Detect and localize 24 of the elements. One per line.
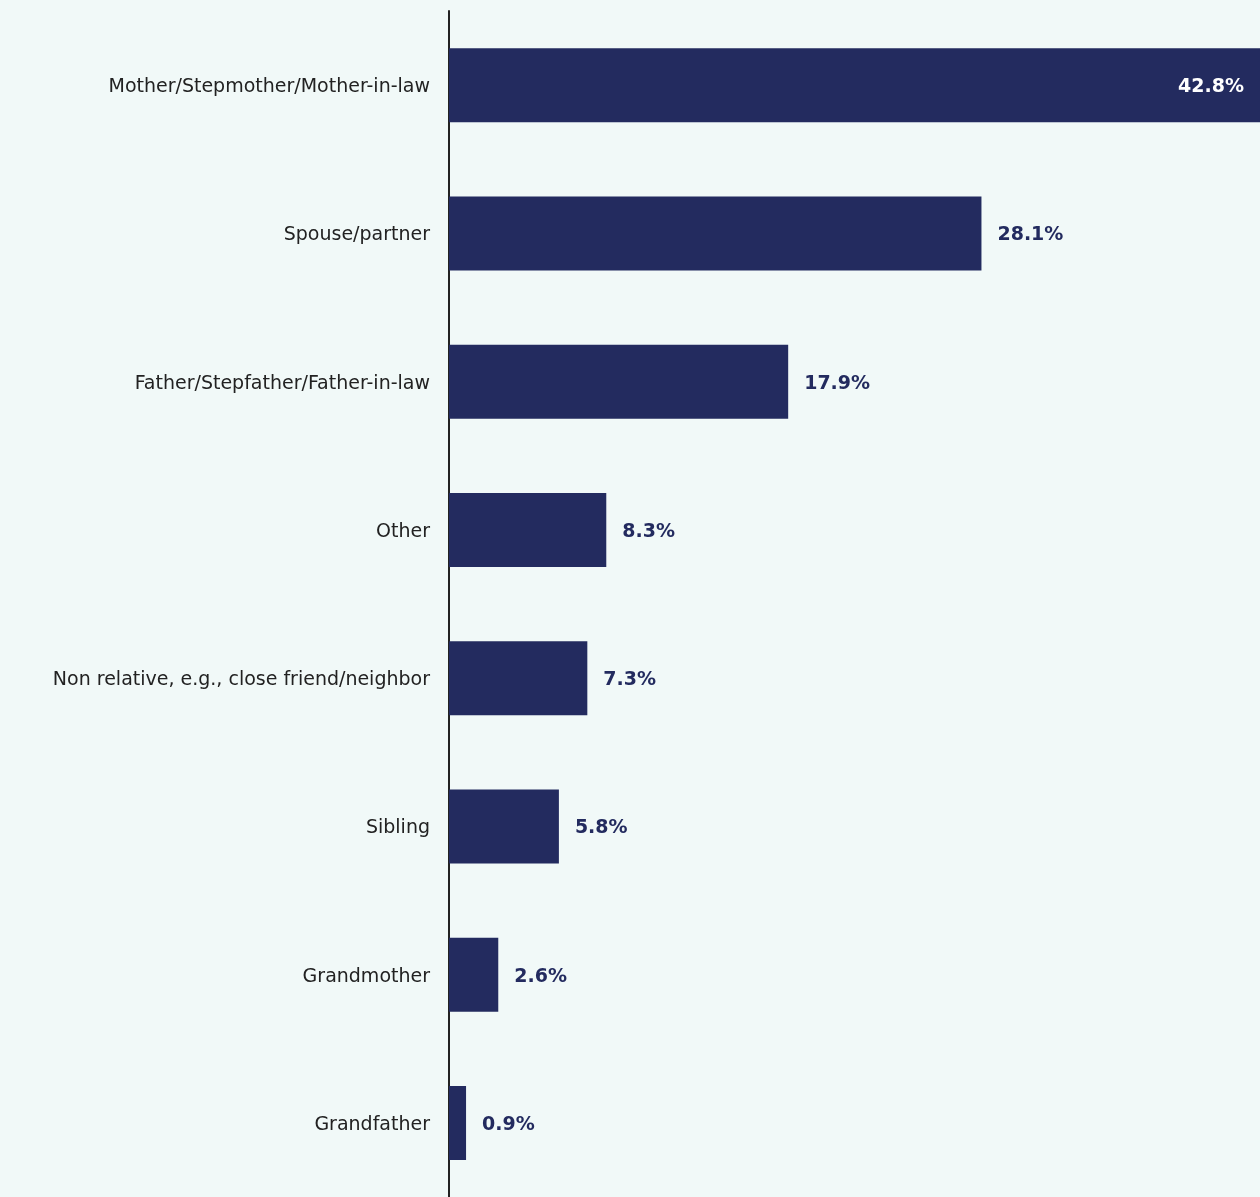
y-tick-label: Sibling — [365, 815, 430, 838]
y-tick-label: Mother/Stepmother/Mother-in-law — [108, 74, 430, 97]
bar — [449, 641, 588, 716]
bar — [449, 1085, 467, 1160]
bar — [449, 789, 559, 864]
bar — [449, 48, 1260, 123]
data-label: 28.1% — [997, 222, 1064, 245]
data-label: 5.8% — [574, 815, 628, 838]
data-label: 8.3% — [622, 518, 675, 541]
bar — [449, 492, 607, 567]
y-tick-label: Other — [376, 518, 431, 541]
y-tick-label: Father/Stepfather/Father-in-law — [134, 370, 430, 393]
data-label: 7.3% — [603, 667, 657, 690]
bar — [449, 196, 982, 271]
data-label: 17.9% — [804, 370, 871, 393]
y-tick-label: Grandmother — [302, 963, 431, 986]
data-label: 2.6% — [514, 963, 567, 986]
y-tick-label: Non relative, e.g., close friend/neighbor — [52, 667, 431, 690]
y-tick-label: Grandfather — [314, 1111, 431, 1134]
bar — [449, 937, 499, 1012]
y-tick-label: Spouse/partner — [283, 222, 431, 245]
bar — [449, 344, 789, 419]
data-label: 0.9% — [482, 1111, 535, 1134]
data-label: 42.8% — [1178, 74, 1244, 97]
